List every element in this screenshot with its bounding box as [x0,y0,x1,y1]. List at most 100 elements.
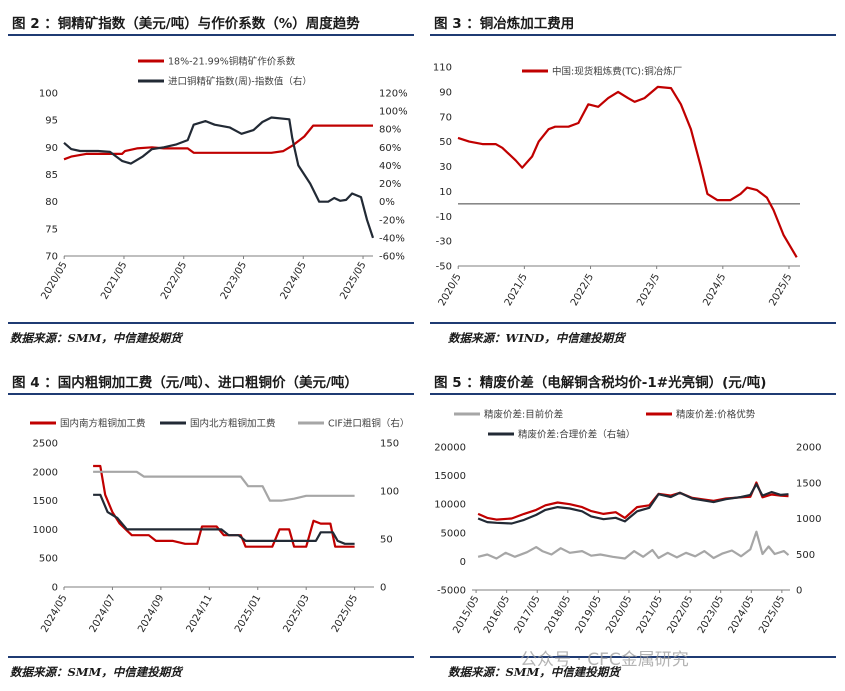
legend-label-1: 18%-21.99%铜精矿作价系数 [168,56,296,68]
chart-1-plot: 70 75 80 85 90 95 100 -60% -40% -20% 0% 20% 40% 60% 80… [39,56,408,302]
chart-4-title: 图 5 ：精废价差（电解铜含税均价-1#光亮铜）(元/吨) [434,375,767,391]
y-left-tick-label: 5000 [441,528,466,539]
x-tick-label: 2018/05 [543,594,573,635]
y-right-tick-label: 100 [380,487,399,498]
chart-1-source-text: SMM，中信建投期货 [67,331,182,345]
y-left-tick-label: 95 [45,116,58,127]
x-tick-label: 2025/03 [281,593,311,634]
series-line-2 [63,116,375,239]
y-right-tick-label: 1000 [796,514,821,525]
y-left-tick-label: 10 [439,187,452,198]
chart-1-title-rule [8,34,414,36]
chart-4-source: 数据来源：SMM，中信建投期货 [448,664,620,680]
y-left-tick-label: 100 [39,89,58,100]
chart-1-source-label: 数据来源： [10,331,68,345]
y-right-tick-label: 120% [379,89,408,100]
x-tick-label: 2024/5 [701,272,728,308]
y-right-tick-label: 20% [379,179,401,190]
y-left-tick-label: 75 [45,224,58,235]
series-line-1 [93,464,355,548]
x-tick-label: 2022/05 [159,260,189,301]
chart-3-source-label: 数据来源： [10,665,68,679]
legend-label-1: 精废价差:目前价差 [484,409,563,421]
x-tick-label: 2025/05 [338,260,368,301]
series-line-3 [477,483,789,525]
legend-label-1: 中国:现货粗炼费(TC):铜冶炼厂 [552,66,682,78]
y-right-tick-label: 0 [380,583,386,594]
legend-label-2: 国内北方粗铜加工费 [190,418,276,430]
y-left-tick-label: 70 [439,112,452,123]
y-left-tick-label: 0 [460,557,466,568]
x-tick-label: 2023/05 [219,260,249,301]
y-left-tick-label: 20000 [434,443,466,454]
y-left-tick-label: 90 [439,87,452,98]
y-right-tick-label: 50 [380,535,393,546]
x-tick-label: 2020/5 [437,272,464,308]
chart-2-source-label: 数据来源： [448,331,506,345]
y-left-tick-label: 1500 [33,496,58,507]
y-left-tick-label: 10000 [434,500,466,511]
legend-label-2: 进口铜精矿指数(周)-指数值（右） [168,76,312,88]
chart-3-source: 数据来源：SMM，中信建投期货 [10,664,182,680]
y-left-tick-label: 110 [433,63,452,74]
chart-3-source-text: SMM，中信建投期货 [67,665,182,679]
y-right-tick-label: 80% [379,125,401,136]
y-left-tick-label: 0 [52,583,58,594]
x-tick-label: 2025/05 [330,593,360,634]
y-left-tick-label: 80 [45,197,58,208]
y-right-tick-label: 40% [379,161,401,172]
chart-2-title: 图 3 ：铜冶炼加工费用 [434,16,575,32]
y-right-tick-label: 2000 [796,443,821,454]
legend-label-3: 精废价差:合理价差（右轴） [518,429,635,441]
y-left-tick-label: 85 [45,170,58,181]
y-left-tick-label: 30 [439,162,452,173]
y-left-tick-label: 15000 [434,471,466,482]
x-tick-label: 2024/05 [39,593,69,634]
chart-3-plot: 0 500 1000 1500 2000 2500 0 50 100 150 2024/05 2024… [30,418,409,634]
chart-4-title-rule [430,393,836,395]
x-tick-label: 2016/05 [482,594,512,635]
chart-4-source-rule [430,656,836,658]
x-tick-label: 2022/5 [569,272,596,308]
chart-1-source: 数据来源：SMM，中信建投期货 [10,330,182,346]
chart-3-title-rule [8,393,414,395]
y-left-tick-label: -10 [436,212,452,223]
x-tick-label: 2024/07 [88,593,118,634]
chart-2-source: 数据来源：WIND，中信建投期货 [448,330,625,346]
y-right-tick-label: 0% [379,197,395,208]
y-right-tick-label: -20% [379,215,405,226]
x-tick-label: 2025/01 [233,593,263,634]
chart-2-plot: -50 -30 -10 10 30 50 70 90 110 2020/5 2021/5 2022/5… [433,63,800,308]
y-left-tick-label: 500 [39,554,58,565]
x-tick-label: 2020/05 [604,594,634,635]
x-tick-label: 2024/09 [136,593,166,634]
chart-4-source-text: SMM，中信建投期货 [505,665,620,679]
x-tick-label: 2019/05 [574,594,604,635]
y-left-tick-label: 2500 [33,439,58,450]
series-line-1 [63,124,373,161]
chart-1-title: 图 2 ：铜精矿指数（美元/吨）与作价系数（%）周度趋势 [12,16,360,32]
chart-2-title-rule [430,34,836,36]
series-line-1 [457,85,798,258]
x-tick-label: 2022/05 [665,594,695,635]
y-right-tick-label: 60% [379,143,401,154]
chart-4-source-label: 数据来源： [448,665,506,679]
chart-1-source-rule [8,322,414,324]
y-left-tick-label: 50 [439,137,452,148]
x-tick-label: 2025/05 [757,594,787,635]
y-left-tick-label: -5000 [437,586,466,597]
chart-2-source-rule [430,322,836,324]
y-right-tick-label: -60% [379,252,405,263]
x-tick-label: 2017/05 [513,594,543,635]
y-right-tick-label: 150 [380,439,399,450]
legend-label-2: 精废价差:价格优势 [676,409,756,421]
y-right-tick-label: 1500 [796,478,821,489]
chart-3-title: 图 4 ：国内粗铜加工费（元/吨）、进口粗铜价（美元/吨） [12,375,358,391]
y-right-tick-label: 500 [796,550,815,561]
x-tick-label: 2021/5 [503,272,530,308]
y-left-tick-label: 1000 [33,525,58,536]
x-tick-label: 2023/05 [696,594,726,635]
y-right-tick-label: 100% [379,107,408,118]
x-tick-label: 2015/05 [451,594,481,635]
legend-label-3: CIF进口粗铜（右） [328,418,409,430]
